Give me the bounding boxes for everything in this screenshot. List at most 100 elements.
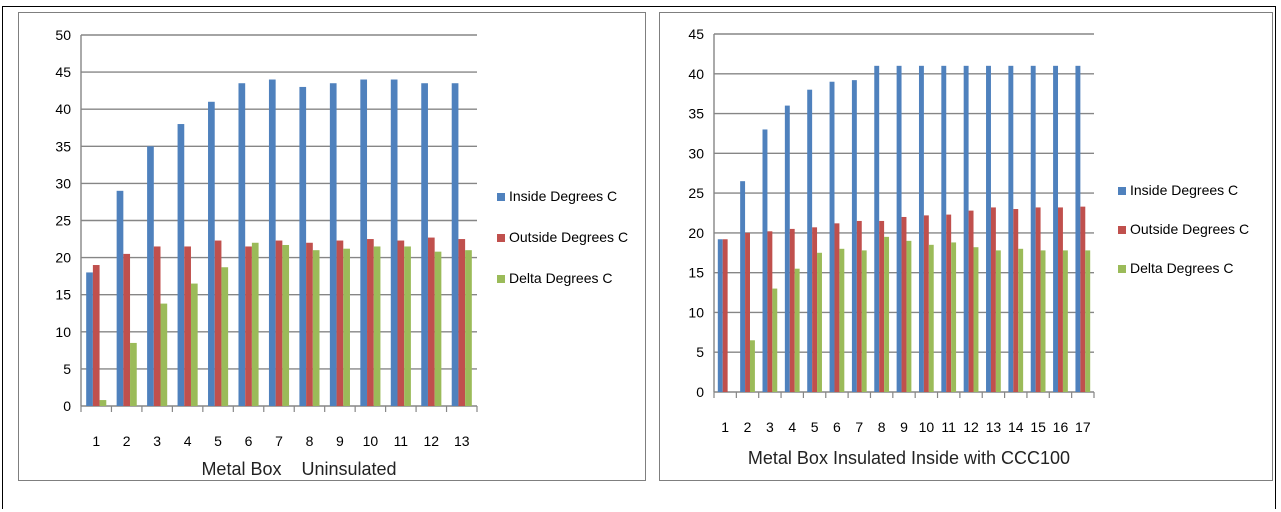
y-tick-label: 25 bbox=[55, 213, 71, 229]
bar-delta-5 bbox=[817, 252, 822, 392]
bar-inside-3 bbox=[762, 129, 768, 392]
bar-outside-2 bbox=[745, 232, 750, 392]
bar-delta-5 bbox=[221, 267, 229, 406]
x-tick-label: 10 bbox=[363, 433, 379, 449]
bar-outside-6 bbox=[245, 246, 252, 406]
x-tick-label: 13 bbox=[986, 419, 1002, 435]
bar-delta-3 bbox=[772, 288, 778, 392]
bars bbox=[717, 65, 1091, 393]
legend-swatch-delta bbox=[1118, 265, 1126, 273]
x-tick-label: 5 bbox=[811, 419, 819, 435]
bar-delta-12 bbox=[973, 247, 979, 392]
x-tick-label: 11 bbox=[941, 419, 956, 435]
y-tick-label: 35 bbox=[688, 106, 704, 122]
y-tick-label: 30 bbox=[688, 145, 704, 161]
y-tick-label: 10 bbox=[688, 304, 704, 320]
bar-outside-13 bbox=[990, 207, 996, 392]
bar-delta-13 bbox=[465, 250, 472, 406]
bar-delta-13 bbox=[995, 250, 1001, 392]
x-tick-label: 4 bbox=[788, 419, 796, 435]
x-tick-label: 8 bbox=[878, 419, 886, 435]
x-tick-label: 16 bbox=[1053, 419, 1069, 435]
y-tick-label: 45 bbox=[55, 64, 71, 80]
x-tick-label: 3 bbox=[153, 433, 161, 449]
legend-swatch-delta bbox=[497, 275, 505, 283]
y-tick-label: 20 bbox=[55, 250, 71, 266]
y-tick-label: 15 bbox=[688, 265, 704, 281]
bar-outside-7 bbox=[856, 220, 862, 392]
y-tick-label: 45 bbox=[688, 26, 704, 42]
bar-outside-11 bbox=[946, 214, 952, 392]
y-tick-label: 5 bbox=[63, 361, 71, 377]
y-tick-label: 40 bbox=[55, 101, 71, 117]
bar-outside-1 bbox=[92, 265, 100, 406]
bar-delta-14 bbox=[1018, 248, 1024, 392]
bar-inside-16 bbox=[1053, 65, 1059, 393]
bar-delta-6 bbox=[251, 242, 259, 406]
bar-outside-7 bbox=[275, 240, 283, 406]
bar-inside-13 bbox=[986, 65, 991, 393]
legend-label-outside: Outside Degrees C bbox=[509, 229, 628, 245]
bar-inside-12 bbox=[963, 65, 969, 393]
bar-inside-11 bbox=[390, 79, 398, 407]
bar-outside-10 bbox=[923, 215, 929, 392]
legend-swatch-outside bbox=[1118, 226, 1126, 234]
x-tick-label: 9 bbox=[336, 433, 344, 449]
bar-delta-11 bbox=[951, 242, 957, 392]
bar-inside-11 bbox=[941, 65, 947, 393]
x-tick-label: 5 bbox=[214, 433, 222, 449]
x-tick-label: 12 bbox=[963, 419, 979, 435]
bar-delta-2 bbox=[130, 342, 137, 406]
y-tick-label: 35 bbox=[55, 138, 71, 154]
bar-outside-12 bbox=[968, 210, 974, 392]
bar-delta-4 bbox=[794, 268, 800, 392]
chart-panel-uninsulated: 0 5 10 15 20 25 30 35 40 45 50 1 2 3 4 5 6 7 8 9 10 11 12 13 Ins… bbox=[18, 12, 646, 481]
x-tick-label: 2 bbox=[744, 419, 752, 435]
y-tick-label: 25 bbox=[688, 185, 704, 201]
x-tick-label: 2 bbox=[123, 433, 131, 449]
bar-outside-3 bbox=[153, 246, 161, 406]
bar-inside-12 bbox=[421, 83, 428, 406]
bar-inside-14 bbox=[1008, 65, 1014, 393]
bar-inside-8 bbox=[874, 65, 880, 393]
chart-panel-insulated: 0 5 10 15 20 25 30 35 40 45 1 2 3 4 5 6 7 8 9 10 11 12 13 14 15 1… bbox=[659, 12, 1273, 481]
bar-outside-17 bbox=[1080, 206, 1086, 392]
legend-label-outside: Outside Degrees C bbox=[1130, 221, 1249, 237]
bar-outside-1 bbox=[722, 239, 728, 392]
bar-delta-8 bbox=[884, 236, 890, 392]
x-tick-label: 12 bbox=[424, 433, 440, 449]
bar-inside-2 bbox=[740, 181, 746, 392]
bar-delta-11 bbox=[404, 246, 411, 406]
y-axis-ticks: 0 5 10 15 20 25 30 35 40 45 50 bbox=[55, 27, 71, 414]
y-axis-ticks: 0 5 10 15 20 25 30 35 40 45 bbox=[688, 26, 704, 400]
bar-outside-15 bbox=[1035, 207, 1041, 392]
bar-outside-4 bbox=[184, 246, 191, 406]
bar-inside-5 bbox=[208, 101, 215, 406]
legend-label-inside: Inside Degrees C bbox=[509, 188, 617, 204]
x-tick-label: 6 bbox=[245, 433, 253, 449]
x-tick-label: 1 bbox=[92, 433, 100, 449]
bar-inside-8 bbox=[299, 86, 307, 406]
x-tick-label: 15 bbox=[1030, 419, 1046, 435]
bar-outside-8 bbox=[306, 242, 313, 406]
bar-outside-2 bbox=[123, 253, 131, 406]
bar-delta-2 bbox=[749, 340, 755, 392]
bar-inside-9 bbox=[896, 65, 902, 393]
bar-inside-2 bbox=[116, 190, 124, 406]
bar-inside-9 bbox=[329, 83, 337, 406]
bar-inside-3 bbox=[147, 146, 154, 407]
bar-inside-7 bbox=[851, 80, 857, 393]
bar-outside-14 bbox=[1013, 209, 1019, 392]
bar-outside-5 bbox=[812, 227, 818, 392]
bar-inside-1 bbox=[717, 239, 723, 392]
bar-delta-12 bbox=[434, 251, 442, 406]
legend-label-delta: Delta Degrees C bbox=[1130, 260, 1234, 276]
outer-frame bbox=[2, 6, 1276, 509]
bar-outside-9 bbox=[901, 216, 907, 392]
bar-outside-4 bbox=[789, 228, 795, 392]
x-tick-label: 8 bbox=[306, 433, 314, 449]
bar-delta-9 bbox=[906, 240, 912, 392]
x-tick-label: 10 bbox=[919, 419, 935, 435]
bar-inside-4 bbox=[784, 105, 790, 392]
bar-inside-1 bbox=[86, 272, 93, 406]
